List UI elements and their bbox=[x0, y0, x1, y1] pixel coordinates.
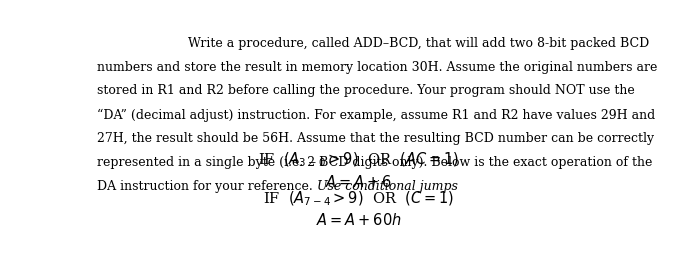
Text: stored in R1 and R2 before calling the procedure. Your program should NOT use th: stored in R1 and R2 before calling the p… bbox=[97, 84, 635, 97]
Text: Use conditional jumps: Use conditional jumps bbox=[313, 180, 458, 193]
Text: “DA” (decimal adjust) instruction. For example, assume R1 and R2 have values 29H: “DA” (decimal adjust) instruction. For e… bbox=[97, 108, 655, 122]
Text: numbers and store the result in memory location 30H. Assume the original numbers: numbers and store the result in memory l… bbox=[97, 60, 657, 74]
Text: $A = A + 60h$: $A = A + 60h$ bbox=[316, 212, 402, 228]
Text: $A = A + 6$: $A = A + 6$ bbox=[326, 174, 392, 190]
Text: IF  $(A_{7-4} > 9)$  OR  $(C = 1)$: IF $(A_{7-4} > 9)$ OR $(C = 1)$ bbox=[263, 189, 454, 208]
Text: Write a procedure, called ADD–BCD, that will add two 8-bit packed BCD: Write a procedure, called ADD–BCD, that … bbox=[188, 37, 649, 50]
Text: DA instruction for your reference.: DA instruction for your reference. bbox=[97, 180, 313, 193]
Text: 27H, the result should be 56H. Assume that the resulting BCD number can be corre: 27H, the result should be 56H. Assume th… bbox=[97, 132, 654, 145]
Text: represented in a single byte (i.e. 2 BCD digits only). Below is the exact operat: represented in a single byte (i.e. 2 BCD… bbox=[97, 156, 652, 169]
Text: IF  $(A_{3-0} > 9)$  OR  $(AC = 1)$: IF $(A_{3-0} > 9)$ OR $(AC = 1)$ bbox=[258, 151, 459, 169]
